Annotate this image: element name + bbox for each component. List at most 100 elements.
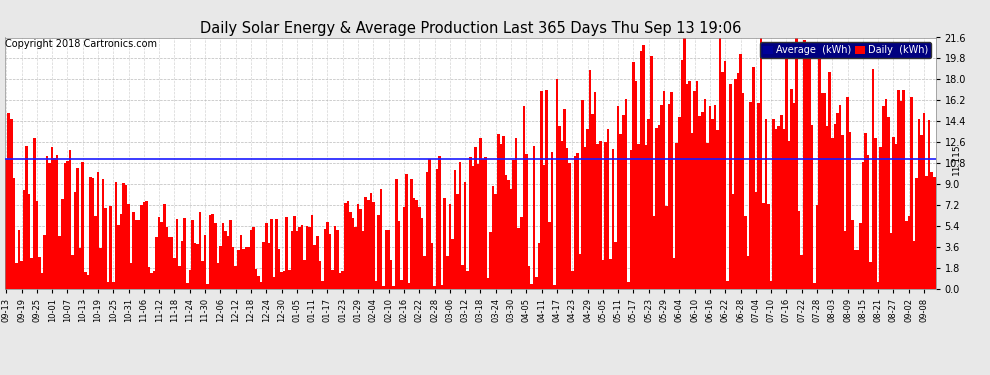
- Bar: [466, 271, 469, 289]
- Bar: [369, 193, 372, 289]
- Bar: [801, 255, 803, 289]
- Bar: [135, 220, 138, 289]
- Bar: [861, 162, 864, 289]
- Bar: [691, 133, 693, 289]
- Bar: [604, 142, 607, 289]
- Bar: [252, 226, 254, 289]
- Bar: [76, 168, 79, 289]
- Bar: [931, 172, 933, 289]
- Bar: [772, 118, 775, 289]
- Bar: [724, 62, 727, 289]
- Bar: [245, 247, 248, 289]
- Bar: [717, 130, 719, 289]
- Bar: [640, 51, 643, 289]
- Bar: [722, 72, 724, 289]
- Bar: [458, 162, 461, 289]
- Bar: [237, 250, 240, 289]
- Bar: [61, 200, 63, 289]
- Bar: [727, 281, 729, 289]
- Bar: [133, 212, 135, 289]
- Bar: [602, 260, 604, 289]
- Bar: [456, 194, 458, 289]
- Bar: [816, 206, 819, 289]
- Bar: [594, 92, 596, 289]
- Bar: [89, 177, 92, 289]
- Bar: [879, 147, 882, 289]
- Bar: [321, 282, 324, 289]
- Bar: [28, 194, 31, 289]
- Bar: [714, 105, 717, 289]
- Bar: [507, 180, 510, 289]
- Bar: [377, 214, 380, 289]
- Bar: [528, 266, 531, 289]
- Bar: [553, 285, 555, 289]
- Bar: [548, 222, 550, 289]
- Bar: [194, 243, 196, 289]
- Bar: [421, 218, 423, 289]
- Bar: [921, 135, 923, 289]
- Bar: [615, 242, 617, 289]
- Bar: [558, 126, 560, 289]
- Bar: [224, 231, 227, 289]
- Bar: [306, 226, 308, 289]
- Bar: [143, 202, 146, 289]
- Bar: [609, 259, 612, 289]
- Bar: [531, 284, 533, 289]
- Bar: [235, 267, 237, 289]
- Bar: [429, 159, 431, 289]
- Bar: [117, 225, 120, 289]
- Bar: [762, 202, 764, 289]
- Bar: [752, 67, 754, 289]
- Bar: [780, 115, 782, 289]
- Bar: [518, 228, 520, 289]
- Bar: [232, 246, 235, 289]
- Bar: [729, 84, 732, 289]
- Bar: [13, 178, 15, 289]
- Bar: [650, 56, 652, 289]
- Bar: [41, 273, 44, 289]
- Bar: [46, 156, 49, 289]
- Bar: [502, 135, 505, 289]
- Bar: [434, 286, 436, 289]
- Bar: [563, 109, 566, 289]
- Bar: [711, 119, 714, 289]
- Bar: [18, 230, 20, 289]
- Bar: [288, 270, 290, 289]
- Bar: [303, 260, 306, 289]
- Bar: [267, 243, 270, 289]
- Bar: [884, 99, 887, 289]
- Bar: [382, 286, 385, 289]
- Bar: [451, 239, 453, 289]
- Bar: [829, 72, 831, 289]
- Bar: [599, 141, 602, 289]
- Bar: [754, 192, 757, 289]
- Bar: [311, 215, 314, 289]
- Bar: [482, 159, 484, 289]
- Bar: [627, 282, 630, 289]
- Bar: [53, 158, 56, 289]
- Bar: [923, 113, 926, 289]
- Bar: [49, 163, 50, 289]
- Bar: [230, 220, 232, 289]
- Bar: [444, 198, 446, 289]
- Bar: [742, 93, 744, 289]
- Bar: [550, 152, 553, 289]
- Bar: [696, 81, 698, 289]
- Bar: [842, 135, 843, 289]
- Bar: [652, 216, 655, 289]
- Bar: [349, 212, 351, 289]
- Bar: [500, 144, 502, 289]
- Bar: [869, 262, 872, 289]
- Bar: [675, 143, 678, 289]
- Bar: [356, 204, 359, 289]
- Bar: [688, 81, 691, 289]
- Bar: [423, 256, 426, 289]
- Bar: [469, 157, 471, 289]
- Bar: [446, 256, 448, 289]
- Bar: [479, 138, 482, 289]
- Bar: [150, 273, 152, 289]
- Bar: [851, 219, 854, 289]
- Bar: [622, 115, 625, 289]
- Bar: [701, 112, 704, 289]
- Bar: [410, 178, 413, 289]
